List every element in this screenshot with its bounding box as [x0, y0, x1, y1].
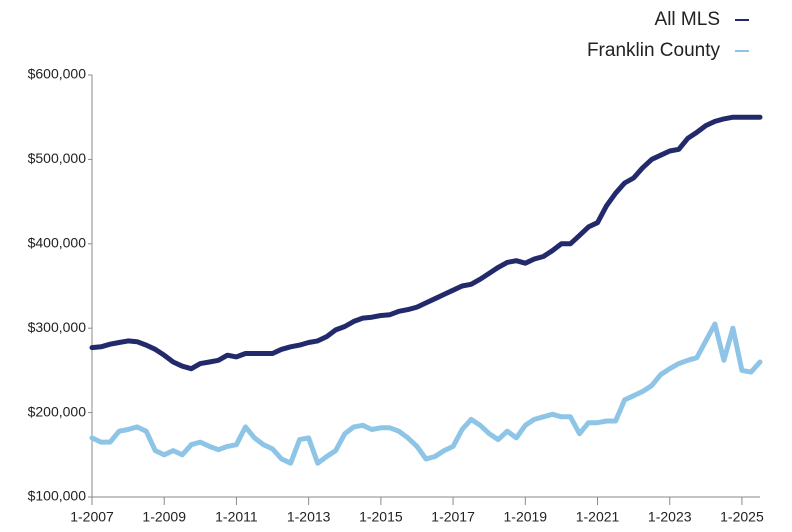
- legend-label: All MLS: [655, 9, 720, 30]
- legend-label: Franklin County: [587, 40, 721, 61]
- x-tick-label: 1-2009: [142, 509, 186, 525]
- x-tick-label: 1-2011: [215, 509, 258, 525]
- y-tick-label: $100,000: [28, 488, 87, 504]
- x-tick-label: 1-2017: [431, 509, 475, 525]
- x-tick-label: 1-2015: [359, 509, 403, 525]
- y-tick-label: $600,000: [28, 66, 87, 82]
- y-tick-label: $300,000: [28, 319, 87, 335]
- x-tick-label: 1-2025: [720, 509, 764, 525]
- x-tick-label: 1-2013: [287, 509, 331, 525]
- x-tick-label: 1-2019: [504, 509, 548, 525]
- x-tick-label: 1-2023: [648, 509, 692, 525]
- y-tick-label: $500,000: [28, 150, 87, 166]
- x-tick-label: 1-2007: [70, 509, 114, 525]
- series-line: [89, 321, 763, 466]
- x-tick-label: 1-2021: [576, 509, 620, 525]
- series-line: [89, 114, 763, 372]
- y-tick-label: $400,000: [28, 235, 87, 251]
- y-tick-label: $200,000: [28, 403, 87, 419]
